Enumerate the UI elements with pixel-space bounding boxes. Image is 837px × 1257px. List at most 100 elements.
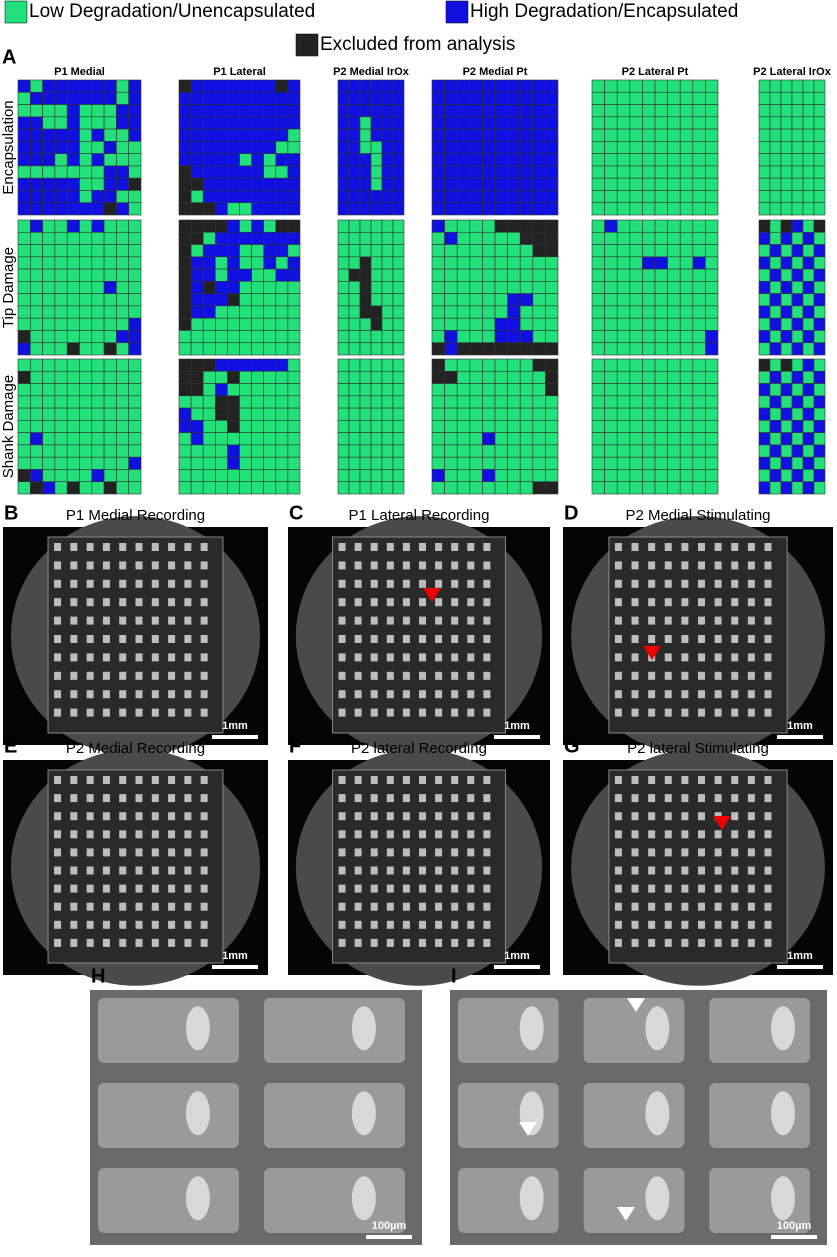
grid-cell (178, 190, 192, 204)
grid-cell (251, 281, 265, 294)
grid-cell (616, 141, 631, 154)
grid-cell (679, 469, 694, 483)
grid-cell (604, 317, 618, 331)
grid-cell (802, 481, 815, 495)
grid-cell (545, 128, 559, 142)
electrode (86, 671, 94, 680)
grid-cell (17, 153, 31, 167)
grid-cell (431, 456, 445, 470)
grid-cell (769, 370, 782, 384)
grid-cell (591, 153, 605, 167)
grid-cell (103, 281, 117, 294)
grid-cell (591, 116, 605, 130)
grid-cell (239, 432, 252, 446)
grid-cell (667, 469, 681, 483)
electrode (483, 902, 491, 911)
grid-cell (654, 268, 668, 282)
grid-cell (275, 177, 289, 191)
grid-cell (431, 128, 445, 142)
grid-cell (604, 420, 618, 433)
grid-cell (251, 358, 265, 372)
grid-cell (802, 79, 815, 93)
grid-cell (456, 395, 471, 409)
electrode (698, 884, 705, 893)
grid-cell (769, 407, 782, 421)
grid-cell (215, 395, 228, 409)
grid-cell (494, 281, 508, 294)
grid-cell (482, 342, 496, 356)
electrode (614, 830, 622, 839)
grid-cell (202, 116, 216, 130)
grid-cell (654, 281, 668, 294)
electrode (614, 794, 622, 803)
grid-cell (616, 420, 631, 433)
electrode (151, 812, 159, 821)
legend-label: Low Degradation/Unencapsulated (29, 1, 315, 22)
grid-cell (348, 91, 361, 105)
grid-cell (190, 153, 204, 167)
grid-cell (431, 420, 445, 433)
grid-cell (263, 153, 277, 167)
grid-cell (482, 420, 496, 433)
electrode (764, 830, 772, 839)
grid-cell (370, 231, 383, 245)
electrode (714, 848, 722, 857)
grid-cell (370, 358, 383, 372)
grid-cell (287, 256, 301, 270)
grid-cell (494, 128, 508, 142)
grid-cell (654, 104, 668, 118)
grid-cell (545, 358, 559, 372)
grid-cell (381, 79, 394, 93)
grid-cell (616, 456, 631, 470)
grid-cell (456, 219, 471, 233)
column-title: P2 Lateral IrOx (753, 66, 832, 78)
grid-cell (813, 244, 826, 258)
electrode (698, 579, 705, 588)
grid-cell (494, 407, 508, 421)
grid-cell (532, 395, 546, 409)
grid-cell (705, 231, 719, 245)
grid-cell (190, 128, 204, 142)
electrode (86, 794, 94, 803)
grid-cell (519, 420, 534, 433)
grid-cell (507, 165, 521, 179)
grid-cell (116, 165, 130, 179)
grid-cell (545, 293, 559, 307)
grid-cell (178, 342, 192, 356)
grid-cell (545, 481, 559, 495)
grid-cell (116, 128, 130, 142)
grid-cell (91, 317, 105, 331)
grid-cell (29, 190, 43, 204)
grid-cell (359, 79, 372, 93)
electrode (614, 561, 622, 570)
grid-cell (519, 165, 534, 179)
electrode (764, 794, 772, 803)
grid-cell (482, 317, 496, 331)
grid-cell (769, 358, 782, 372)
grid-cell (370, 256, 383, 270)
grid-cell (359, 383, 372, 397)
grid-cell (507, 281, 521, 294)
electrode (168, 776, 176, 784)
grid-cell (178, 358, 192, 372)
grid-cell (42, 305, 56, 319)
electrode (631, 690, 639, 699)
grid-cell (190, 256, 204, 270)
electrode (151, 902, 159, 911)
grid-cell (251, 342, 265, 356)
grid-cell (507, 305, 521, 319)
grid-cell (79, 281, 93, 294)
grid-cell (251, 383, 265, 397)
grid-cell (178, 383, 192, 397)
grid-cell (616, 305, 631, 319)
electrode (200, 848, 208, 857)
grid-cell (128, 256, 142, 270)
grid-cell (616, 342, 631, 356)
grid-cell (791, 481, 804, 495)
grid-cell (519, 444, 534, 458)
grid-cell (482, 407, 496, 421)
grid-cell (116, 141, 130, 154)
grid-cell (348, 268, 361, 282)
grid-cell (392, 104, 405, 118)
grid-cell (444, 128, 458, 142)
